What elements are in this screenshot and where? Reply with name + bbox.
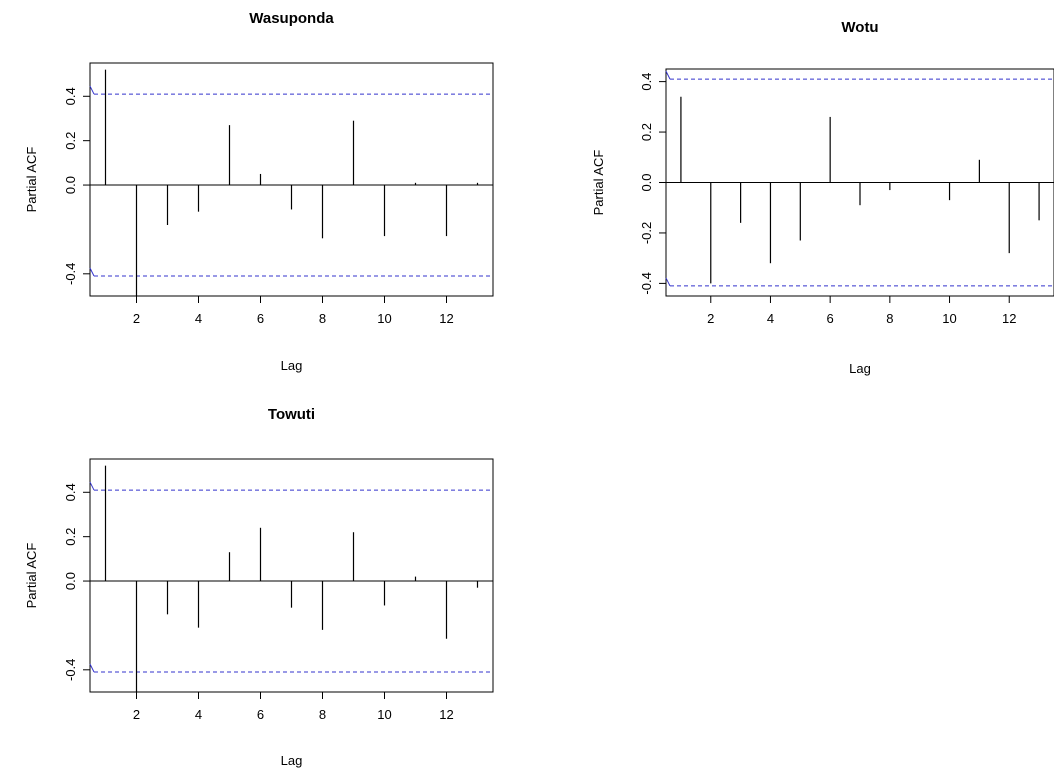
x-tick-label: 12	[439, 707, 453, 722]
x-axis-label: Lag	[849, 361, 871, 376]
y-tick-label: 0.4	[63, 483, 78, 501]
x-tick-label: 6	[257, 311, 264, 326]
x-tick-label: 10	[377, 311, 391, 326]
chart-title: Wotu	[841, 19, 878, 36]
x-tick-label: 12	[439, 311, 453, 326]
y-tick-label: -0.2	[639, 222, 654, 244]
y-tick-label: 0.2	[63, 132, 78, 150]
x-tick-label: 12	[1002, 311, 1016, 326]
x-tick-label: 6	[827, 311, 834, 326]
pacf-panel-wasuponda: Wasuponda 2 4 6 8 10 12 -0.4 0.0 0.2 0.4 Lag Partial…	[24, 10, 494, 373]
x-tick-label: 4	[195, 707, 202, 722]
x-tick-label: 8	[319, 311, 326, 326]
x-tick-label: 2	[133, 311, 140, 326]
y-tick-label: -0.4	[63, 263, 78, 285]
chart-title: Towuti	[268, 406, 315, 423]
y-tick-label: 0.4	[63, 87, 78, 105]
bound-edge-mark	[89, 481, 95, 491]
x-tick-label: 2	[707, 311, 714, 326]
pacf-panel-towuti: Towuti 2 4 6 8 10 12 -0.4 0.0 0.2 0.4 Lag Partial AC…	[24, 406, 494, 768]
x-tick-label: 8	[886, 311, 893, 326]
bound-edge-mark	[665, 277, 671, 287]
x-tick-label: 10	[942, 311, 956, 326]
x-tick-label: 10	[377, 707, 391, 722]
pacf-panel-wotu: Wotu 2 4 6 8 10 12 -0.4 -0.2 0.0 0.2 0.4 Lag Partial …	[591, 19, 1054, 376]
y-tick-label: 0.2	[639, 123, 654, 141]
x-axis-label: Lag	[281, 358, 303, 373]
y-tick-label: -0.4	[639, 272, 654, 294]
y-tick-label: 0.4	[639, 73, 654, 91]
x-axis-label: Lag	[281, 753, 303, 768]
bound-edge-mark	[89, 267, 95, 277]
y-axis-label: Partial ACF	[24, 543, 39, 609]
plot-frame	[89, 62, 494, 297]
y-tick-label: -0.4	[63, 659, 78, 681]
y-axis-label: Partial ACF	[24, 147, 39, 213]
bound-edge-mark	[89, 663, 95, 673]
y-tick-label: 0.2	[63, 528, 78, 546]
plot-frame	[89, 458, 494, 693]
y-tick-label: 0.0	[63, 176, 78, 194]
y-tick-label: 0.0	[63, 572, 78, 590]
y-axis-label: Partial ACF	[591, 150, 606, 216]
x-tick-label: 8	[319, 707, 326, 722]
bound-edge-mark	[89, 85, 95, 95]
y-tick-label: 0.0	[639, 173, 654, 191]
x-tick-label: 6	[257, 707, 264, 722]
x-tick-label: 4	[767, 311, 774, 326]
x-tick-label: 4	[195, 311, 202, 326]
x-tick-label: 2	[133, 707, 140, 722]
bound-edge-mark	[665, 70, 671, 80]
chart-title: Wasuponda	[249, 10, 334, 27]
